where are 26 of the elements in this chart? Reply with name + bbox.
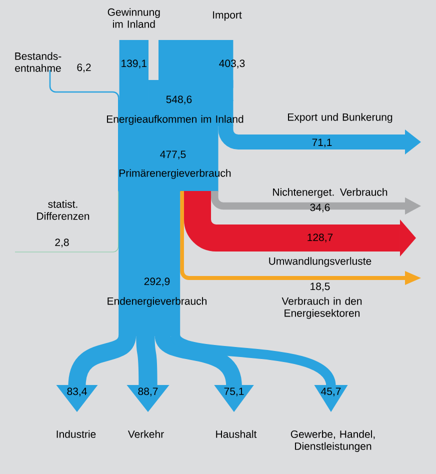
category-label: Bestands-entnahme	[15, 52, 62, 72]
data-label: 45,7	[321, 388, 341, 396]
category-label: Verbrauch in den Energiesektoren	[282, 297, 362, 319]
category-label: statist. Differenzen	[37, 200, 90, 220]
category-label: Nichtenerget. Verbrauch	[273, 188, 388, 198]
category-label: Industrie	[56, 430, 96, 438]
data-label: 71,1	[312, 138, 332, 148]
data-label: 83,4	[67, 388, 87, 396]
category-label: Import	[213, 11, 242, 21]
data-label: 6,2	[77, 64, 91, 72]
data-label: 88,7	[138, 388, 158, 396]
data-label: 34,6	[310, 204, 330, 212]
data-label: 139,1	[122, 60, 147, 68]
category-label: Umwandlungsverluste	[269, 257, 372, 267]
data-label: 477,5	[160, 150, 186, 160]
category-label: Gewerbe, Handel, Dienstleistungen	[290, 430, 375, 452]
data-label: 18,5	[310, 282, 330, 292]
category-label: Verkehr	[128, 430, 164, 438]
data-label: 2,8	[55, 238, 69, 248]
category-label: Haushalt	[216, 430, 257, 438]
category-label: Export und Bunkerung	[288, 113, 392, 123]
category-label: Gewinnung im Inland	[108, 8, 160, 28]
data-label: 548,6	[166, 96, 192, 104]
data-label: 292,9	[144, 278, 170, 286]
data-label: 75,1	[224, 388, 244, 396]
data-label: 128,7	[308, 234, 333, 242]
